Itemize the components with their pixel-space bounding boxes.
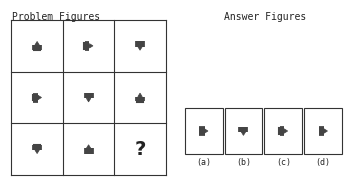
Polygon shape (87, 44, 90, 48)
Polygon shape (87, 145, 91, 148)
Polygon shape (241, 129, 246, 133)
Polygon shape (205, 129, 208, 133)
Bar (185, 108, 223, 154)
Polygon shape (87, 96, 91, 99)
Bar (224, 108, 262, 154)
Polygon shape (35, 150, 39, 154)
Text: (b): (b) (236, 158, 251, 167)
Polygon shape (138, 93, 142, 97)
Bar (264, 108, 302, 154)
Polygon shape (281, 129, 285, 133)
Polygon shape (138, 47, 142, 50)
Polygon shape (138, 96, 142, 99)
Text: Answer Figures: Answer Figures (224, 12, 306, 22)
Polygon shape (241, 132, 246, 135)
Polygon shape (324, 129, 327, 133)
Polygon shape (35, 42, 39, 45)
Text: (c): (c) (276, 158, 291, 167)
Bar (304, 108, 342, 154)
Text: ?: ? (134, 140, 146, 159)
Polygon shape (38, 95, 42, 100)
Text: Problem Figures: Problem Figures (12, 12, 100, 22)
Text: (a): (a) (196, 158, 211, 167)
Polygon shape (321, 129, 325, 133)
Text: (d): (d) (315, 158, 331, 167)
Polygon shape (87, 98, 91, 102)
Polygon shape (89, 44, 93, 48)
Polygon shape (284, 129, 288, 133)
